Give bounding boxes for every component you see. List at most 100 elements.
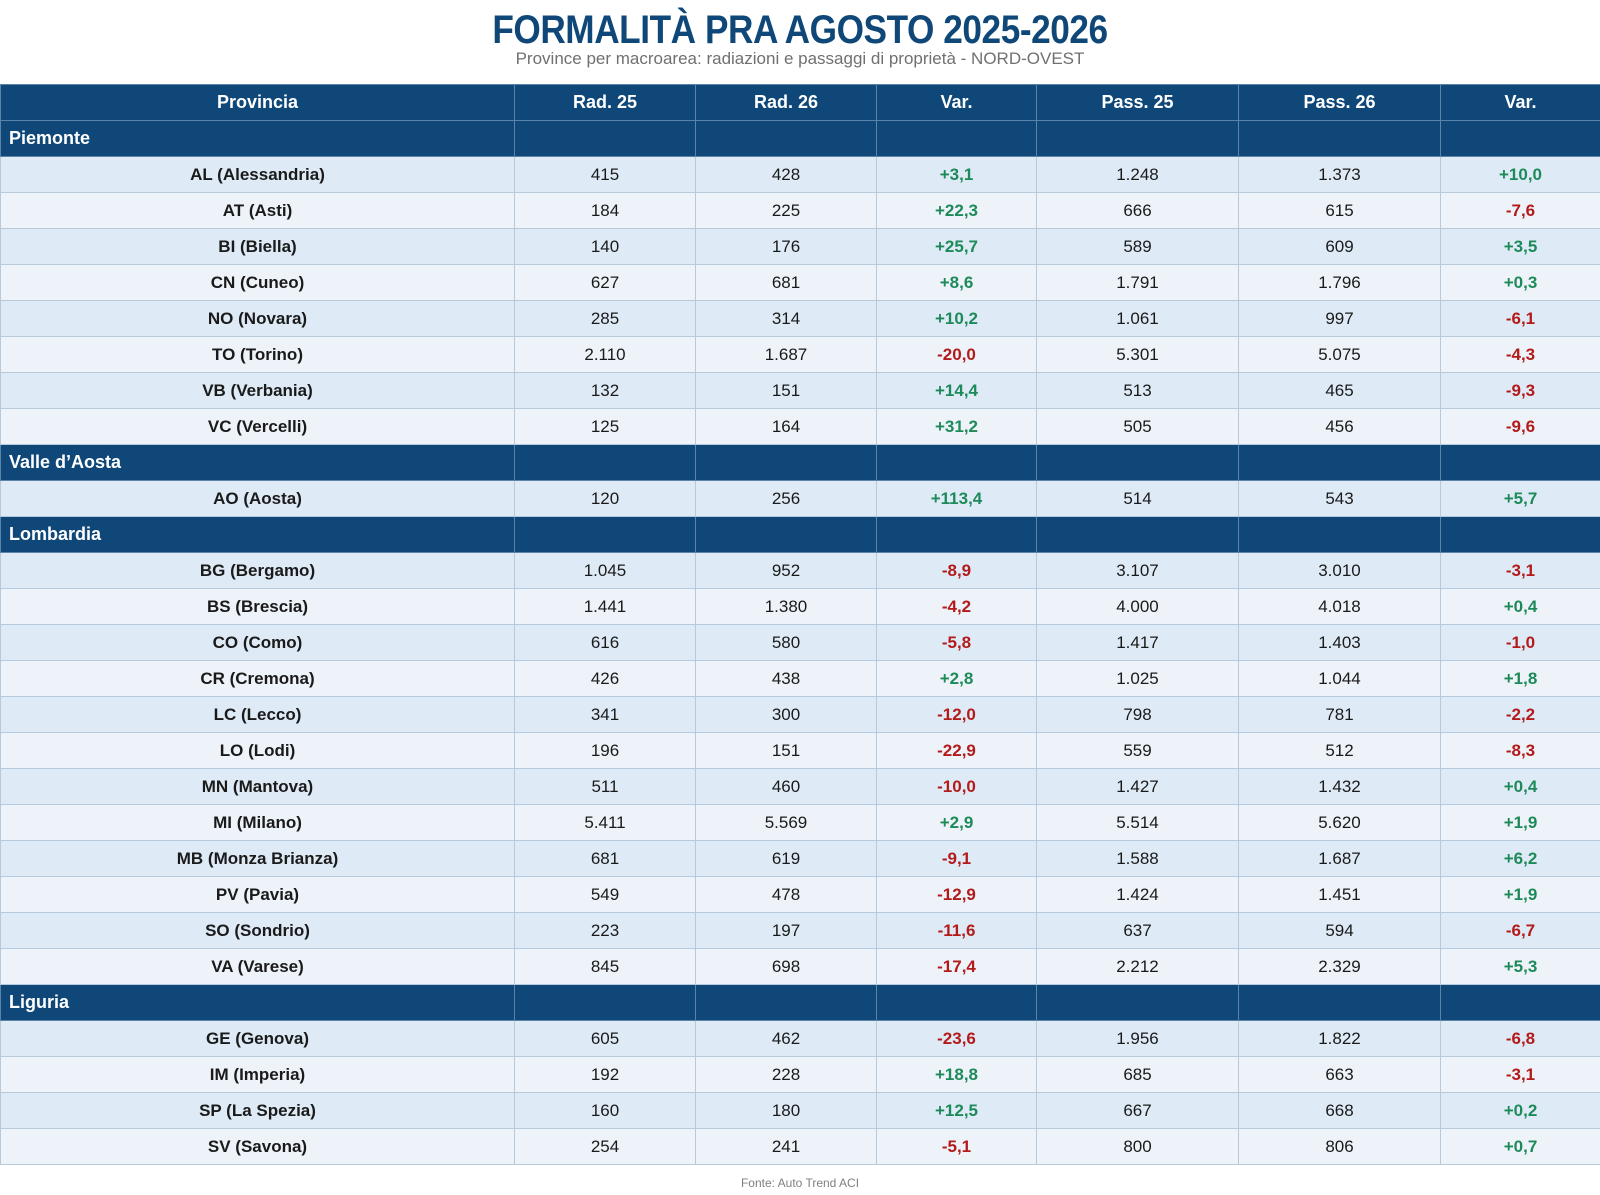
var-rad-cell: +14,4 — [876, 372, 1037, 409]
var-rad-cell: -10,0 — [876, 768, 1037, 805]
rad-25-cell: 627 — [514, 264, 696, 301]
province-name: MI (Milano) — [0, 804, 515, 841]
var-pass-cell: -1,0 — [1440, 624, 1600, 661]
pass-26-cell: 997 — [1238, 300, 1441, 337]
table-row: CO (Como) 616 580 -5,8 1.417 1.403 -1,0 — [0, 624, 1600, 661]
pass-26-cell: 668 — [1238, 1092, 1441, 1129]
rad-25-cell: 1.045 — [514, 552, 696, 589]
rad-26-cell: 164 — [695, 408, 877, 445]
pass-26-cell: 5.620 — [1238, 804, 1441, 841]
pass-26-cell: 1.044 — [1238, 660, 1441, 697]
province-name: AT (Asti) — [0, 192, 515, 229]
source-footer: Fonte: Auto Trend ACI — [740, 1176, 860, 1190]
pass-25-cell: 5.514 — [1036, 804, 1239, 841]
pass-26-cell: 5.075 — [1238, 336, 1441, 373]
var-rad-cell: -12,9 — [876, 876, 1037, 913]
region-empty-cell — [514, 120, 696, 157]
var-pass-cell: -6,7 — [1440, 912, 1600, 949]
rad-25-cell: 5.411 — [514, 804, 696, 841]
report-header: FORMALITÀ PRA AGOSTO 2025-2026 Province … — [0, 0, 1600, 84]
table-row: GE (Genova) 605 462 -23,6 1.956 1.822 -6,8 — [0, 1020, 1600, 1057]
var-pass-cell: +3,5 — [1440, 228, 1600, 265]
table-row: VB (Verbania) 132 151 +14,4 513 465 -9,3 — [0, 372, 1600, 409]
var-pass-cell: -8,3 — [1440, 732, 1600, 769]
pass-25-cell: 5.301 — [1036, 336, 1239, 373]
pass-26-cell: 609 — [1238, 228, 1441, 265]
var-rad-cell: -5,8 — [876, 624, 1037, 661]
pass-26-cell: 1.822 — [1238, 1020, 1441, 1057]
var-rad-cell: -5,1 — [876, 1128, 1037, 1165]
region-empty-cell — [695, 120, 877, 157]
var-rad-cell: +31,2 — [876, 408, 1037, 445]
rad-25-cell: 184 — [514, 192, 696, 229]
province-name: PV (Pavia) — [0, 876, 515, 913]
pass-26-cell: 512 — [1238, 732, 1441, 769]
table-row: LC (Lecco) 341 300 -12,0 798 781 -2,2 — [0, 696, 1600, 733]
rad-26-cell: 681 — [695, 264, 877, 301]
pass-25-cell: 513 — [1036, 372, 1239, 409]
pass-26-cell: 806 — [1238, 1128, 1441, 1165]
province-name: SP (La Spezia) — [0, 1092, 515, 1129]
region-row: Lombardia — [0, 516, 1600, 553]
column-header-provincia: Provincia — [0, 84, 515, 121]
rad-25-cell: 223 — [514, 912, 696, 949]
rad-26-cell: 5.569 — [695, 804, 877, 841]
rad-26-cell: 619 — [695, 840, 877, 877]
var-rad-cell: -4,2 — [876, 588, 1037, 625]
province-name: AL (Alessandria) — [0, 156, 515, 193]
rad-25-cell: 285 — [514, 300, 696, 337]
var-pass-cell: -3,1 — [1440, 1056, 1600, 1093]
rad-25-cell: 2.110 — [514, 336, 696, 373]
region-empty-cell — [876, 516, 1037, 553]
region-empty-cell — [876, 984, 1037, 1021]
rad-26-cell: 460 — [695, 768, 877, 805]
table-row: MI (Milano) 5.411 5.569 +2,9 5.514 5.620 +1,9 — [0, 804, 1600, 841]
region-empty-cell — [1036, 516, 1239, 553]
region-empty-cell — [695, 984, 877, 1021]
column-header-pass-26: Pass. 26 — [1238, 84, 1441, 121]
pass-26-cell: 1.432 — [1238, 768, 1441, 805]
var-pass-cell: +0,7 — [1440, 1128, 1600, 1165]
region-row: Liguria — [0, 984, 1600, 1021]
pass-26-cell: 3.010 — [1238, 552, 1441, 589]
table-row: SV (Savona) 254 241 -5,1 800 806 +0,7 — [0, 1128, 1600, 1165]
var-rad-cell: +12,5 — [876, 1092, 1037, 1129]
pass-26-cell: 1.796 — [1238, 264, 1441, 301]
province-name: LC (Lecco) — [0, 696, 515, 733]
province-name: NO (Novara) — [0, 300, 515, 337]
rad-26-cell: 225 — [695, 192, 877, 229]
region-empty-cell — [514, 984, 696, 1021]
table-header-row: Provincia Rad. 25 Rad. 26 Var. Pass. 25 … — [0, 84, 1600, 121]
rad-26-cell: 1.380 — [695, 588, 877, 625]
rad-26-cell: 438 — [695, 660, 877, 697]
rad-25-cell: 605 — [514, 1020, 696, 1057]
pass-26-cell: 1.451 — [1238, 876, 1441, 913]
var-pass-cell: -9,3 — [1440, 372, 1600, 409]
rad-26-cell: 462 — [695, 1020, 877, 1057]
pass-25-cell: 4.000 — [1036, 588, 1239, 625]
region-empty-cell — [1238, 444, 1441, 481]
province-name: GE (Genova) — [0, 1020, 515, 1057]
province-name: BI (Biella) — [0, 228, 515, 265]
var-pass-cell: +1,8 — [1440, 660, 1600, 697]
region-empty-cell — [1440, 120, 1600, 157]
rad-26-cell: 228 — [695, 1056, 877, 1093]
pass-25-cell: 800 — [1036, 1128, 1239, 1165]
rad-26-cell: 1.687 — [695, 336, 877, 373]
pass-26-cell: 663 — [1238, 1056, 1441, 1093]
province-name: CR (Cremona) — [0, 660, 515, 697]
rad-26-cell: 428 — [695, 156, 877, 193]
pass-26-cell: 1.373 — [1238, 156, 1441, 193]
var-pass-cell: +0,3 — [1440, 264, 1600, 301]
column-header-pass-25: Pass. 25 — [1036, 84, 1239, 121]
rad-25-cell: 196 — [514, 732, 696, 769]
rad-25-cell: 549 — [514, 876, 696, 913]
pass-25-cell: 559 — [1036, 732, 1239, 769]
pass-26-cell: 2.329 — [1238, 948, 1441, 985]
region-empty-cell — [876, 120, 1037, 157]
pass-25-cell: 1.791 — [1036, 264, 1239, 301]
var-rad-cell: -9,1 — [876, 840, 1037, 877]
pass-25-cell: 1.424 — [1036, 876, 1239, 913]
var-pass-cell: -6,8 — [1440, 1020, 1600, 1057]
province-name: BG (Bergamo) — [0, 552, 515, 589]
